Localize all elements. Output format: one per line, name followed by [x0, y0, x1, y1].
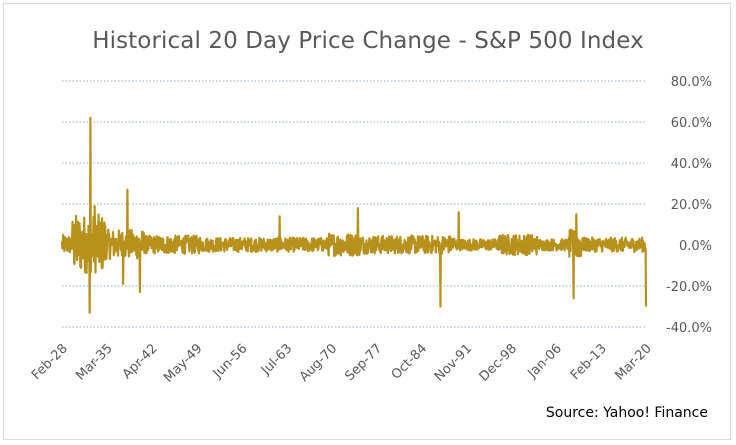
x-tick-label: Jun-56: [210, 341, 251, 382]
x-tick-label: Jul-63: [258, 341, 295, 378]
x-tick-label: Feb-13: [568, 341, 610, 383]
y-tick-label: -40.0%: [666, 321, 712, 336]
x-tick-label: May-49: [161, 341, 205, 385]
x-tick-label: Mar-20: [612, 341, 654, 383]
x-tick-label: Aug-70: [297, 341, 341, 385]
x-tick-label: Mar-35: [73, 341, 115, 383]
chart-frame: [3, 3, 731, 440]
x-tick-label: Apr-42: [120, 341, 161, 382]
x-tick-label: Dec-98: [477, 341, 520, 384]
series-line: [60, 116, 648, 314]
y-tick-label: 0.0%: [679, 239, 712, 254]
chart-title: Historical 20 Day Price Change - S&P 500…: [92, 28, 644, 54]
x-tick-label: Sep-77: [342, 341, 385, 384]
x-tick-label: Jan-06: [524, 341, 565, 382]
source-note: Source: Yahoo! Finance: [545, 405, 708, 421]
y-tick-label: 60.0%: [671, 116, 712, 131]
y-tick-label: -20.0%: [666, 280, 712, 295]
x-tick-label: Nov-91: [432, 341, 475, 384]
y-tick-label: 20.0%: [671, 198, 712, 213]
y-tick-label: 80.0%: [671, 75, 712, 90]
y-tick-label: 40.0%: [671, 157, 712, 172]
x-tick-label: Oct-84: [389, 341, 431, 383]
x-tick-label: Feb-28: [29, 341, 71, 383]
